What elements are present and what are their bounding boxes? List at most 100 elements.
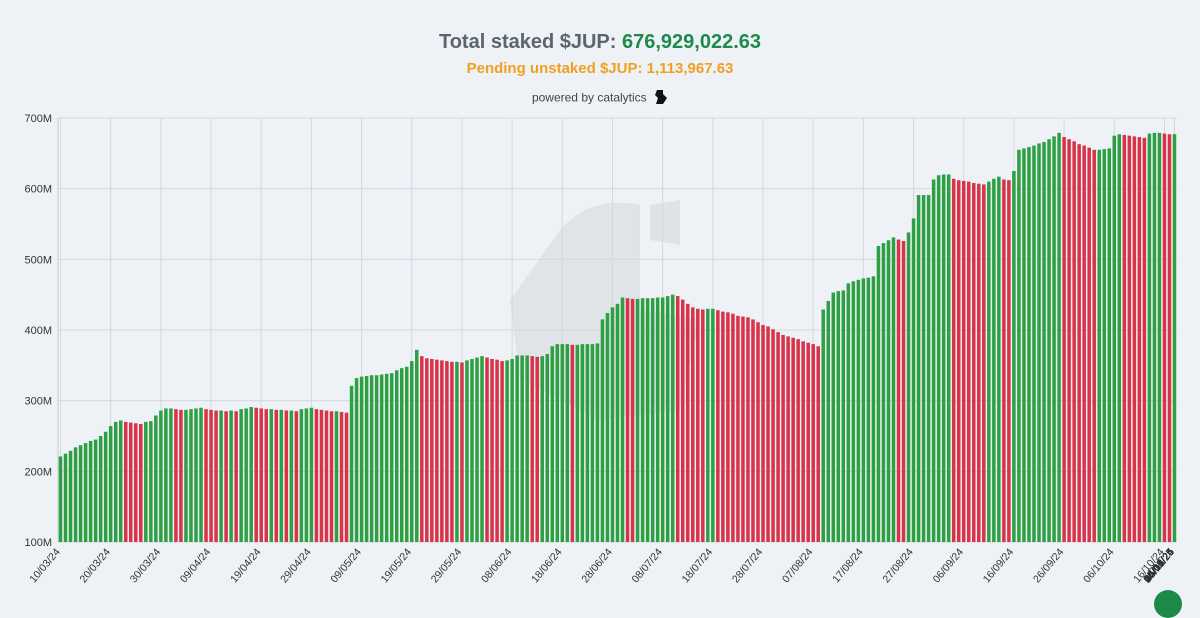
bar[interactable] bbox=[570, 344, 575, 542]
bar[interactable] bbox=[189, 409, 193, 542]
bar[interactable] bbox=[354, 378, 359, 542]
bar[interactable] bbox=[575, 344, 580, 542]
bar[interactable] bbox=[339, 411, 344, 542]
bar[interactable] bbox=[78, 445, 83, 542]
bar[interactable] bbox=[1027, 146, 1031, 542]
bar[interactable] bbox=[329, 411, 334, 542]
bar[interactable] bbox=[977, 183, 981, 542]
bar[interactable] bbox=[219, 410, 223, 542]
bar[interactable] bbox=[1077, 144, 1081, 542]
bar[interactable] bbox=[1102, 149, 1106, 543]
bar[interactable] bbox=[711, 308, 715, 542]
bar[interactable] bbox=[480, 356, 484, 542]
bar[interactable] bbox=[98, 436, 103, 542]
bar[interactable] bbox=[1002, 179, 1006, 543]
bar[interactable] bbox=[364, 375, 369, 542]
bar[interactable] bbox=[83, 443, 88, 542]
bar[interactable] bbox=[435, 359, 439, 542]
bar[interactable] bbox=[108, 426, 113, 542]
bar[interactable] bbox=[565, 344, 570, 542]
bar[interactable] bbox=[420, 356, 424, 542]
bar[interactable] bbox=[113, 421, 118, 542]
bar[interactable] bbox=[706, 308, 710, 542]
bar[interactable] bbox=[450, 361, 454, 542]
bar[interactable] bbox=[123, 421, 128, 542]
bar[interactable] bbox=[796, 339, 800, 542]
bar[interactable] bbox=[374, 375, 379, 542]
bar[interactable] bbox=[284, 410, 289, 542]
bar[interactable] bbox=[620, 297, 625, 542]
bar[interactable] bbox=[118, 420, 123, 542]
bar[interactable] bbox=[379, 374, 384, 542]
bar[interactable] bbox=[309, 407, 314, 542]
bar[interactable] bbox=[179, 409, 183, 542]
bar[interactable] bbox=[1147, 133, 1152, 542]
bar[interactable] bbox=[334, 411, 339, 542]
bar[interactable] bbox=[921, 195, 926, 542]
bar[interactable] bbox=[590, 344, 595, 542]
bar[interactable] bbox=[771, 329, 775, 542]
bar[interactable] bbox=[510, 358, 514, 542]
bar[interactable] bbox=[680, 299, 685, 542]
bar[interactable] bbox=[901, 240, 906, 542]
bar[interactable] bbox=[103, 431, 108, 542]
bar[interactable] bbox=[550, 346, 555, 542]
bar[interactable] bbox=[500, 361, 504, 542]
bar[interactable] bbox=[1167, 134, 1172, 542]
bar[interactable] bbox=[841, 290, 846, 542]
bar[interactable] bbox=[926, 195, 931, 542]
bar[interactable] bbox=[289, 410, 294, 542]
bar[interactable] bbox=[1072, 141, 1076, 542]
bar[interactable] bbox=[144, 421, 148, 542]
bar[interactable] bbox=[1042, 142, 1046, 542]
bar[interactable] bbox=[359, 376, 364, 542]
bar[interactable] bbox=[982, 184, 986, 542]
bar[interactable] bbox=[931, 179, 936, 543]
bar[interactable] bbox=[184, 409, 188, 542]
bar[interactable] bbox=[1152, 132, 1157, 542]
bar[interactable] bbox=[911, 218, 916, 542]
bar[interactable] bbox=[751, 319, 755, 542]
bar[interactable] bbox=[595, 343, 600, 542]
bar[interactable] bbox=[846, 283, 851, 542]
bar[interactable] bbox=[1082, 145, 1086, 542]
chat-bubble-icon[interactable] bbox=[1154, 590, 1182, 618]
bar[interactable] bbox=[399, 368, 404, 542]
bar[interactable] bbox=[239, 409, 243, 542]
bar[interactable] bbox=[635, 298, 640, 542]
bar[interactable] bbox=[63, 453, 68, 542]
bar[interactable] bbox=[615, 303, 620, 542]
bar[interactable] bbox=[675, 296, 680, 542]
bar[interactable] bbox=[269, 409, 274, 542]
bar[interactable] bbox=[344, 412, 349, 542]
bar[interactable] bbox=[580, 344, 585, 542]
bar[interactable] bbox=[304, 408, 309, 542]
bar[interactable] bbox=[1127, 135, 1132, 542]
bar[interactable] bbox=[174, 409, 178, 542]
bar[interactable] bbox=[906, 232, 911, 543]
bar[interactable] bbox=[244, 408, 248, 542]
bar[interactable] bbox=[585, 344, 590, 542]
bar[interactable] bbox=[766, 326, 770, 542]
bar[interactable] bbox=[1172, 134, 1177, 542]
bar[interactable] bbox=[691, 307, 695, 542]
bar[interactable] bbox=[259, 408, 263, 542]
bar[interactable] bbox=[701, 309, 705, 542]
bar[interactable] bbox=[786, 336, 790, 542]
bar[interactable] bbox=[972, 183, 976, 542]
bar[interactable] bbox=[1032, 145, 1036, 542]
bar[interactable] bbox=[88, 440, 93, 542]
bar[interactable] bbox=[896, 239, 901, 542]
bar[interactable] bbox=[645, 298, 650, 542]
bar[interactable] bbox=[535, 356, 539, 542]
bar[interactable] bbox=[871, 276, 876, 542]
bar[interactable] bbox=[415, 349, 419, 542]
bar[interactable] bbox=[1142, 137, 1147, 542]
bar[interactable] bbox=[1087, 147, 1091, 542]
bar[interactable] bbox=[816, 346, 820, 542]
bar[interactable] bbox=[73, 447, 78, 542]
bar[interactable] bbox=[1047, 139, 1051, 542]
bar[interactable] bbox=[224, 411, 228, 542]
bar[interactable] bbox=[736, 315, 740, 542]
bar[interactable] bbox=[721, 311, 725, 542]
